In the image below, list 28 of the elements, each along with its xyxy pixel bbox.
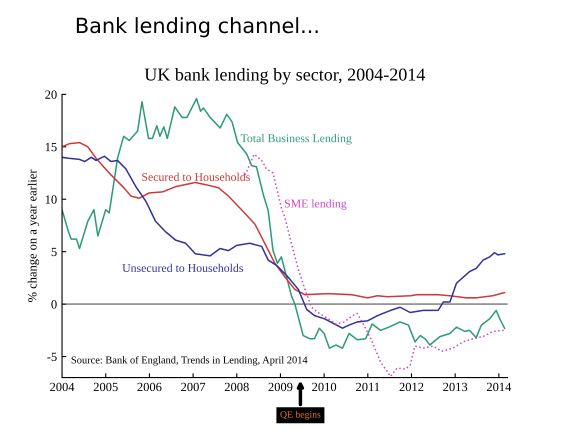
y-axis-title: % change on a year earlier bbox=[28, 170, 40, 302]
series-label: SME lending bbox=[284, 199, 346, 210]
series-label: Unsecured to Households bbox=[122, 264, 243, 272]
chart-subtitle: UK bank lending by sector, 2004-2014 bbox=[144, 68, 426, 84]
x-tick-label: 2008 bbox=[224, 382, 249, 392]
x-tick-label: 2007 bbox=[181, 382, 206, 392]
chart-title: Bank lending channel... bbox=[76, 17, 318, 38]
x-tick-label: 2006 bbox=[137, 382, 162, 392]
y-tick-label: -5 bbox=[47, 352, 57, 362]
annotation: Source: Bank of England, Trends in Lending, April 2014 bbox=[72, 356, 308, 366]
y-tick-label: 0 bbox=[51, 300, 57, 309]
y-tick-label: 5 bbox=[52, 248, 57, 256]
x-tick-label: 2009 bbox=[268, 382, 292, 392]
text: QE begins bbox=[280, 410, 320, 420]
x-tick-label: 2004 bbox=[50, 382, 74, 392]
x-tick-label: 2011 bbox=[356, 382, 380, 392]
line-series bbox=[62, 98, 506, 349]
y-tick-label: 20 bbox=[45, 90, 57, 99]
y-tick-label: 15 bbox=[46, 142, 57, 152]
x-tick-label: 2014 bbox=[486, 382, 512, 392]
line-series bbox=[62, 155, 506, 329]
series-label: Total Business Lending bbox=[240, 134, 352, 145]
x-tick-label: 2005 bbox=[94, 382, 118, 392]
x-tick-label: 2012 bbox=[400, 382, 424, 392]
y-tick-label: 10 bbox=[46, 195, 57, 204]
x-tick-label: 2013 bbox=[443, 382, 468, 392]
x-tick-label: 2010 bbox=[312, 382, 336, 392]
series-label: Secured to Households bbox=[142, 172, 250, 181]
